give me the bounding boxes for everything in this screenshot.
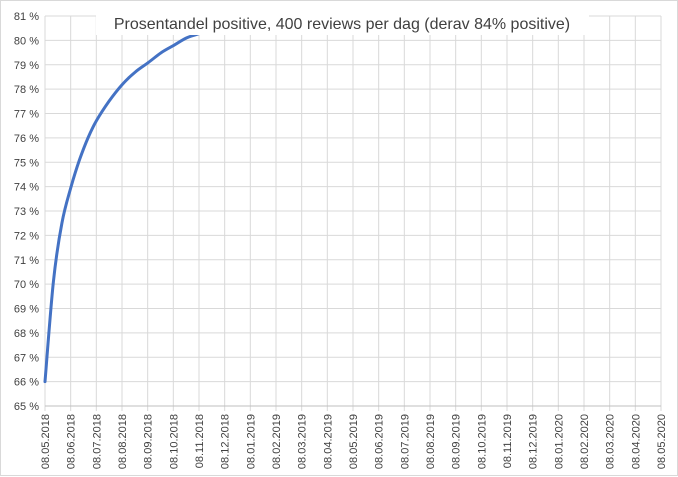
series-line xyxy=(43,14,240,384)
y-tick-label: 80 % xyxy=(14,35,39,47)
y-tick-label: 77 % xyxy=(14,109,39,121)
x-tick-label: 08.11.2019 xyxy=(502,414,514,468)
x-tick-label: 08.07.2018 xyxy=(91,414,103,469)
x-tick-label: 08.12.2019 xyxy=(528,414,540,469)
y-tick-label: 79 % xyxy=(14,60,39,72)
y-tick-label: 78 % xyxy=(14,84,39,96)
y-tick-label: 67 % xyxy=(14,352,39,364)
x-tick-label: 08.10.2019 xyxy=(476,414,488,469)
x-tick-label: 08.11.2018 xyxy=(194,414,206,468)
x-tick-label: 08.03.2020 xyxy=(605,414,617,469)
x-tick-label: 08.02.2019 xyxy=(271,414,283,469)
y-tick-label: 66 % xyxy=(14,377,39,389)
y-tick-label: 65 % xyxy=(14,401,39,413)
y-tick-label: 76 % xyxy=(14,133,39,145)
y-tick-label: 69 % xyxy=(14,304,39,316)
y-tick-label: 68 % xyxy=(14,328,39,340)
x-tick-label: 08.05.2020 xyxy=(656,414,668,469)
y-tick-label: 71 % xyxy=(14,255,39,267)
x-tick-label: 08.05.2018 xyxy=(40,414,52,469)
x-tick-label: 08.01.2019 xyxy=(245,414,257,469)
x-axis-ticks: 08.05.2018 08.06.2018 08.07.2018 08.08.2018… xyxy=(40,414,668,469)
y-tick-label: 72 % xyxy=(14,230,39,242)
x-tick-label: 08.09.2018 xyxy=(143,414,155,469)
y-tick-label: 74 % xyxy=(14,182,39,194)
x-tick-label: 08.06.2019 xyxy=(374,414,386,469)
x-tick-label: 08.07.2019 xyxy=(399,414,411,469)
x-tick-label: 08.06.2018 xyxy=(66,414,78,469)
x-tick-label: 08.02.2020 xyxy=(579,414,591,469)
x-tick-label: 08.08.2019 xyxy=(425,414,437,469)
y-tick-label: 70 % xyxy=(14,279,39,291)
x-tick-label: 08.03.2019 xyxy=(297,414,309,469)
chart-title: Prosentandel positive, 400 reviews per d… xyxy=(114,16,570,33)
x-tick-label: 08.05.2019 xyxy=(348,414,360,469)
x-tick-label: 08.09.2019 xyxy=(451,414,463,469)
x-tick-label: 08.12.2018 xyxy=(220,414,232,469)
y-axis-ticks: 65 % 66 % 67 % 68 % 69 % 70 % 71 % 72 % 73 % 74 %… xyxy=(14,11,39,413)
y-tick-label: 73 % xyxy=(14,206,39,218)
y-tick-label: 75 % xyxy=(14,157,39,169)
x-tick-label: 08.04.2019 xyxy=(322,414,334,469)
x-tick-label: 08.04.2020 xyxy=(630,414,642,469)
x-tick-label: 08.08.2018 xyxy=(117,414,129,469)
x-tick-label: 08.01.2020 xyxy=(553,414,565,469)
title-background xyxy=(96,11,589,35)
x-tick-label: 08.10.2018 xyxy=(168,414,180,469)
grid-layer xyxy=(44,15,662,411)
y-tick-label: 81 % xyxy=(14,11,39,23)
